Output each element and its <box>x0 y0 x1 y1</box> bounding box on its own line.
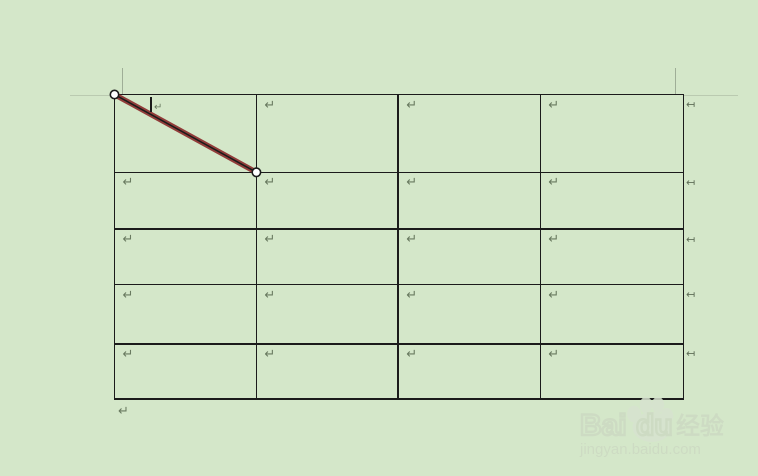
svg-text:经验: 经验 <box>676 412 724 440</box>
svg-text:du: du <box>636 409 673 442</box>
svg-text:jingyan.baidu.com: jingyan.baidu.com <box>579 441 701 458</box>
svg-text:Bai: Bai <box>580 409 627 442</box>
